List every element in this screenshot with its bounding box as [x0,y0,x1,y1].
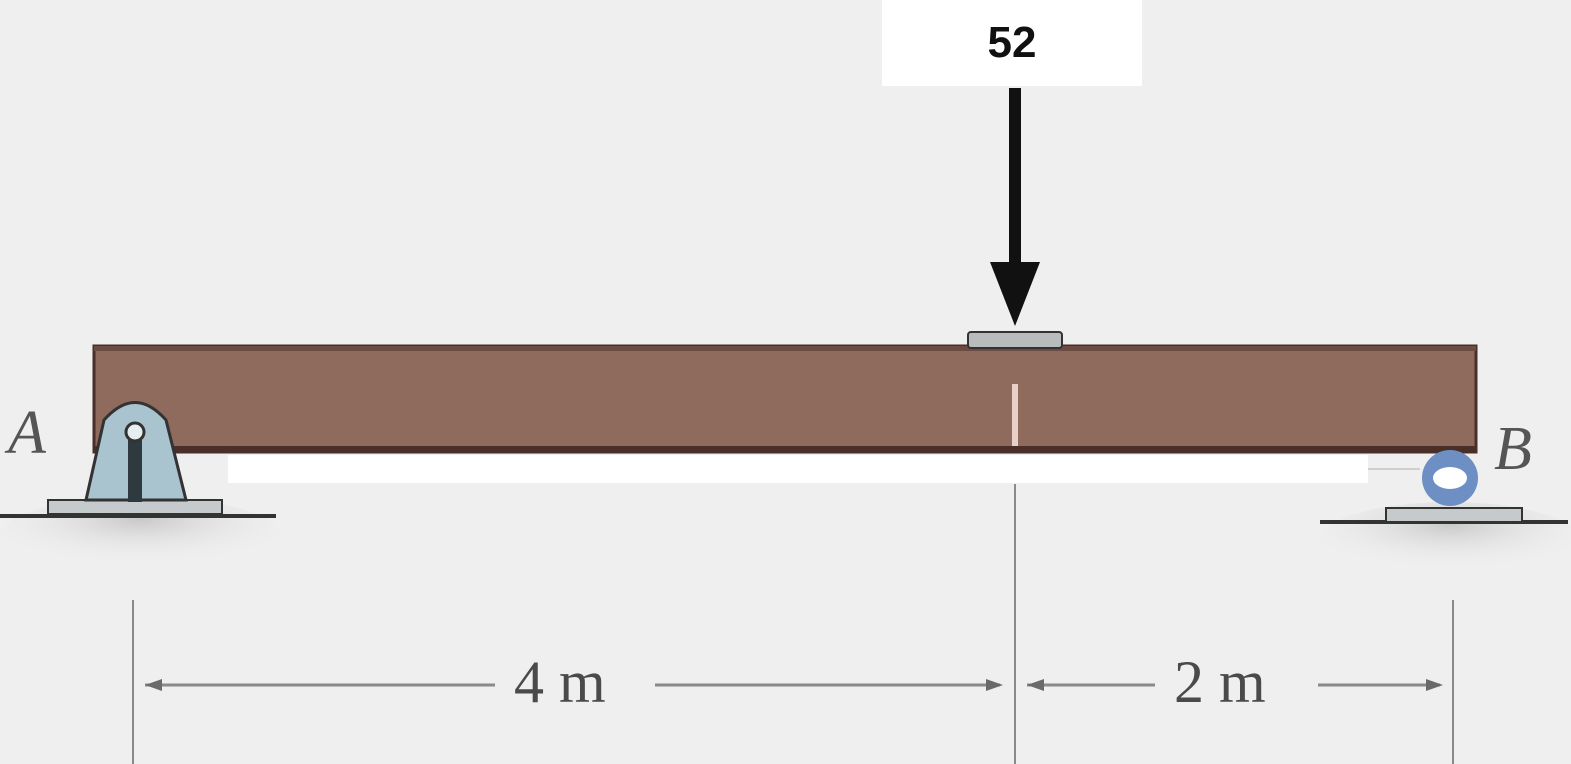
dimension-right-label: 2 m [1174,649,1266,715]
support-b-label: B [1494,415,1532,483]
dimension-left-label: 4 m [514,649,606,715]
pin-support-icon [0,401,276,518]
beam-underline [228,455,1368,483]
down-arrow-icon [990,88,1040,326]
dimension-line-left [145,679,1003,691]
roller-support-icon [1320,450,1568,524]
support-a-label: A [8,399,46,467]
dimension-line-right [1027,679,1443,691]
load-plate [967,331,1063,349]
load-value-label: 52 [882,0,1142,86]
beam [92,344,1478,454]
